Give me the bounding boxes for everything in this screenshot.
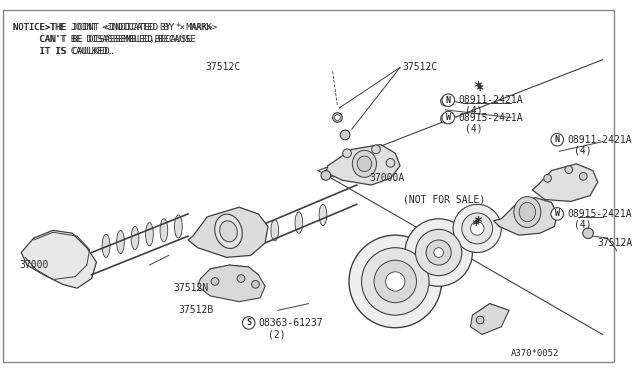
- Polygon shape: [188, 207, 268, 257]
- Ellipse shape: [214, 214, 243, 248]
- Ellipse shape: [160, 219, 168, 242]
- Circle shape: [434, 248, 444, 257]
- Circle shape: [442, 94, 454, 106]
- Circle shape: [243, 317, 255, 329]
- Circle shape: [211, 278, 219, 285]
- Ellipse shape: [295, 212, 303, 233]
- Ellipse shape: [116, 230, 124, 253]
- Circle shape: [349, 235, 442, 328]
- Text: (2): (2): [268, 330, 285, 340]
- Circle shape: [579, 173, 587, 180]
- Text: 37000: 37000: [19, 260, 49, 270]
- Text: *: *: [471, 218, 479, 231]
- Circle shape: [440, 114, 450, 124]
- Circle shape: [544, 174, 552, 182]
- Text: 08915-2421A: 08915-2421A: [458, 113, 523, 122]
- Text: 37512A: 37512A: [598, 238, 633, 248]
- Text: 08363-61237: 08363-61237: [259, 318, 323, 328]
- Circle shape: [415, 230, 462, 276]
- Polygon shape: [326, 145, 400, 185]
- Circle shape: [426, 240, 451, 265]
- Text: NOTICE>THE JOINT <INDICATED BY * MARK>: NOTICE>THE JOINT <INDICATED BY * MARK>: [13, 23, 213, 32]
- Ellipse shape: [175, 215, 182, 238]
- Ellipse shape: [131, 227, 139, 250]
- Text: N: N: [446, 96, 451, 105]
- Circle shape: [583, 228, 593, 238]
- Text: W: W: [555, 209, 560, 218]
- Text: 08915-2421A: 08915-2421A: [567, 209, 632, 219]
- Text: CAN'T BE DISASSEMBLED,BECAUSE: CAN'T BE DISASSEMBLED,BECAUSE: [13, 35, 196, 44]
- Circle shape: [565, 166, 573, 173]
- Text: CAN'T BE DISASSEMBLED,BECAUSE: CAN'T BE DISASSEMBLED,BECAUSE: [13, 35, 192, 44]
- Circle shape: [440, 96, 450, 106]
- Circle shape: [453, 204, 501, 253]
- Text: 08911-2421A: 08911-2421A: [567, 135, 632, 145]
- Circle shape: [237, 275, 245, 282]
- Ellipse shape: [220, 221, 237, 242]
- Circle shape: [374, 260, 417, 303]
- Text: N: N: [555, 135, 560, 144]
- Circle shape: [340, 130, 350, 140]
- Polygon shape: [198, 265, 265, 302]
- Text: (4): (4): [573, 219, 591, 230]
- Circle shape: [551, 134, 563, 146]
- Polygon shape: [532, 164, 598, 201]
- Ellipse shape: [319, 204, 327, 225]
- Text: IT IS CAULKED.: IT IS CAULKED.: [13, 46, 113, 55]
- Text: A370*0052: A370*0052: [511, 349, 559, 358]
- Circle shape: [386, 272, 405, 291]
- Text: 37512C: 37512C: [402, 62, 437, 73]
- Text: 37000A: 37000A: [369, 173, 404, 183]
- Circle shape: [343, 149, 351, 158]
- Circle shape: [442, 111, 454, 124]
- Circle shape: [335, 115, 340, 121]
- Text: (NOT FOR SALE): (NOT FOR SALE): [403, 195, 485, 205]
- Circle shape: [321, 171, 331, 180]
- Ellipse shape: [353, 150, 376, 177]
- Circle shape: [476, 316, 484, 324]
- Text: (4): (4): [465, 123, 483, 133]
- Ellipse shape: [519, 202, 536, 222]
- Text: 37512B: 37512B: [179, 305, 214, 315]
- Circle shape: [462, 213, 493, 244]
- Circle shape: [362, 248, 429, 315]
- Ellipse shape: [145, 222, 154, 246]
- Text: *: *: [475, 83, 483, 97]
- Circle shape: [386, 158, 395, 167]
- Text: S: S: [246, 318, 252, 327]
- Text: IT IS CAULKED.: IT IS CAULKED.: [13, 46, 116, 55]
- Circle shape: [252, 280, 259, 288]
- Ellipse shape: [271, 220, 278, 241]
- Circle shape: [551, 208, 563, 220]
- Text: *: *: [473, 216, 482, 231]
- Circle shape: [372, 145, 380, 154]
- Ellipse shape: [514, 197, 541, 227]
- Ellipse shape: [357, 156, 372, 171]
- Circle shape: [405, 219, 472, 286]
- Polygon shape: [21, 230, 97, 288]
- Text: NOTICE>THE JOINT <INDICATED BY × MARK>: NOTICE>THE JOINT <INDICATED BY × MARK>: [13, 23, 218, 32]
- Text: (4): (4): [573, 145, 591, 155]
- Circle shape: [333, 113, 342, 122]
- Text: 37512C: 37512C: [205, 62, 241, 73]
- Polygon shape: [493, 198, 557, 235]
- Text: 37512N: 37512N: [173, 283, 209, 293]
- Text: *: *: [473, 81, 482, 96]
- Circle shape: [470, 222, 484, 235]
- Text: W: W: [446, 113, 451, 122]
- Ellipse shape: [102, 234, 110, 257]
- Text: 08911-2421A: 08911-2421A: [458, 95, 523, 105]
- Text: (4): (4): [465, 106, 483, 116]
- Polygon shape: [470, 304, 509, 334]
